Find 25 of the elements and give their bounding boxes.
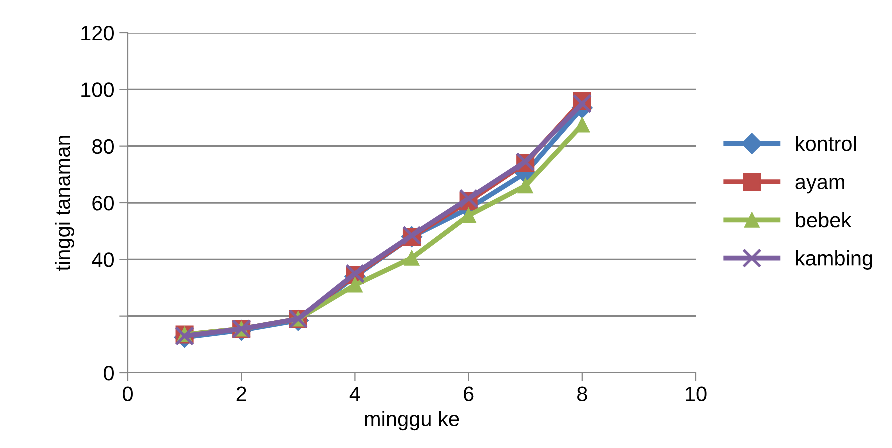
point xyxy=(459,189,479,208)
legend-label: bebek xyxy=(796,212,852,228)
x-tick-label: 10 xyxy=(686,386,707,402)
y-tick-label: 0 xyxy=(104,366,114,381)
legend-label: kambing xyxy=(796,250,872,270)
y-axis-title: tinggi tanaman xyxy=(55,136,74,272)
y-tick-label: 100 xyxy=(82,82,114,98)
x-tick-label: 6 xyxy=(464,386,474,402)
point xyxy=(461,208,476,224)
legend-label: kontrol xyxy=(796,136,856,152)
x-axis-title: minggu ke xyxy=(365,411,460,431)
point xyxy=(404,250,420,266)
x-tick-label: 2 xyxy=(236,386,246,402)
point xyxy=(572,94,592,114)
x-tick-label: 0 xyxy=(123,386,133,402)
y-tick-label: 120 xyxy=(82,26,114,41)
y-tick-label: 40 xyxy=(92,252,114,268)
point xyxy=(348,278,363,293)
point xyxy=(574,117,590,133)
legend-label: ayam xyxy=(796,178,844,194)
x-tick-label: 8 xyxy=(578,386,588,402)
y-tick-label: 80 xyxy=(92,139,114,154)
y-tick-label: 60 xyxy=(92,196,114,211)
point xyxy=(518,178,534,194)
x-tick-label: 4 xyxy=(350,386,360,402)
